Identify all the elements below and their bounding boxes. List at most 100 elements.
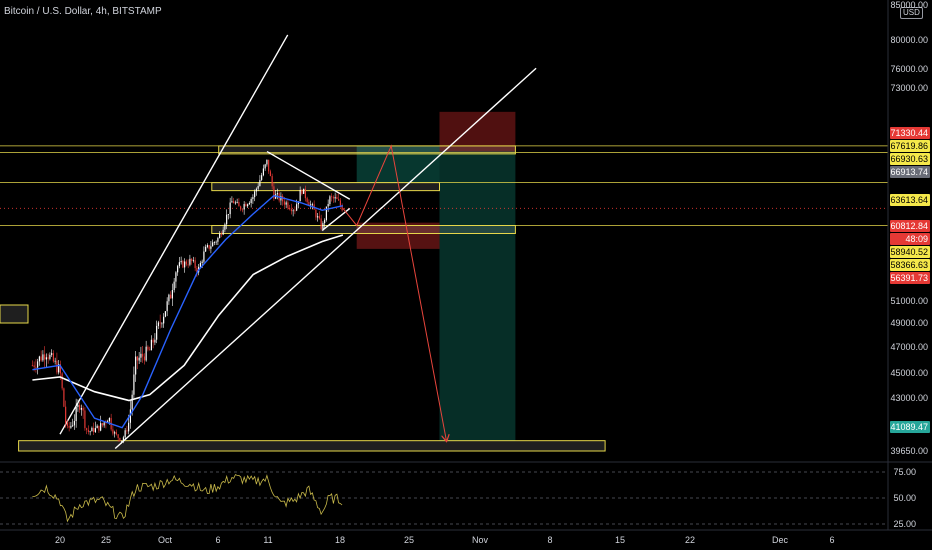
candle-body (58, 364, 60, 373)
candle-body (96, 425, 98, 429)
price-tag-label: 56391.73 (890, 273, 928, 283)
price-tag-label: 41089.47 (890, 422, 928, 432)
candle-body (79, 405, 81, 410)
candle-body (245, 204, 247, 207)
time-axis-tick: Oct (158, 535, 173, 545)
candle-body (301, 190, 303, 194)
candle-body (35, 366, 37, 368)
candle-body (138, 357, 140, 361)
candle-body (117, 434, 119, 438)
candle-body (61, 373, 63, 389)
rsi-line (32, 474, 343, 523)
candle-body (271, 176, 273, 187)
candle-body (243, 204, 245, 210)
candle-body (325, 206, 327, 220)
offscreen-zone (0, 304, 29, 324)
candle-body (182, 261, 184, 268)
candle-body (203, 251, 205, 262)
price-axis-tick: 39650.00 (890, 446, 928, 456)
time-axis-tick: 20 (55, 535, 65, 545)
price-tag (890, 246, 930, 258)
candle-body (75, 406, 77, 422)
candle-body (163, 316, 165, 324)
price-axis-tick: 43000.00 (890, 393, 928, 403)
candle-body (285, 202, 287, 205)
candle-body (234, 202, 236, 204)
trendline (321, 207, 351, 232)
support-resistance-zone (18, 440, 606, 452)
price-tag (890, 421, 930, 433)
candle-body (282, 195, 284, 202)
candle-body (192, 260, 194, 262)
candle-body (262, 168, 264, 176)
candle-body (273, 186, 275, 199)
candle-body (283, 201, 285, 205)
candle-body (338, 198, 340, 201)
price-tag-label: 58366.63 (890, 260, 928, 270)
price-tag-label: 48:09 (905, 234, 928, 244)
candle-body (241, 209, 243, 211)
candle-body (101, 423, 103, 426)
candle-body (276, 193, 278, 195)
time-axis-tick: 15 (615, 535, 625, 545)
candle-body (45, 357, 47, 360)
candle-body (82, 408, 84, 411)
candle-body (231, 201, 233, 203)
candle-body (226, 214, 228, 225)
candle-body (215, 241, 217, 243)
candle-body (238, 202, 240, 207)
candle-body (91, 427, 93, 432)
price-tag-label: 71330.44 (890, 128, 928, 138)
price-tag (890, 220, 930, 232)
candle-body (306, 198, 308, 203)
candle-body (290, 209, 292, 212)
candle-body (318, 216, 320, 219)
candle-body (51, 353, 53, 355)
rsi-pane (0, 471, 888, 525)
candle-body (329, 196, 331, 205)
candle-body (72, 425, 74, 427)
candle-body (66, 422, 68, 426)
candle-body (47, 357, 49, 359)
candle-body (269, 171, 271, 177)
candle-body (131, 394, 133, 410)
candle-body (184, 261, 186, 268)
candle-body (164, 311, 166, 317)
price-axis-tick: 47000.00 (890, 342, 928, 352)
candle-body (247, 204, 249, 207)
candle-body (147, 346, 149, 350)
candle-body (224, 224, 226, 230)
time-axis-tick: 8 (547, 535, 552, 545)
price-tag (890, 259, 930, 271)
candle-body (124, 430, 126, 438)
candle-body (317, 216, 319, 218)
time-axis-tick: 6 (829, 535, 834, 545)
time-axis-tick: 18 (335, 535, 345, 545)
candle-body (261, 175, 263, 180)
candle-body (100, 423, 102, 431)
currency-button[interactable]: USD (900, 7, 923, 19)
candle-body (185, 261, 187, 265)
candle-body (105, 422, 107, 424)
candle-body (332, 197, 334, 199)
candle-body (170, 294, 172, 299)
trendline (266, 150, 351, 200)
candle-body (205, 246, 207, 252)
candle-body (187, 264, 189, 266)
candle-body (219, 233, 221, 238)
candle-body (252, 197, 254, 200)
candle-body (280, 195, 282, 201)
candle-body (108, 418, 110, 422)
price-tag-label: 58940.52 (890, 247, 928, 257)
price-tag (890, 233, 930, 245)
candle-body (150, 339, 152, 351)
candle-body (220, 233, 222, 235)
candle-body (233, 201, 235, 204)
candle-body (336, 197, 338, 199)
support-resistance-zone (211, 225, 516, 235)
candle-body (229, 202, 231, 215)
rsi-axis-tick: 50.00 (893, 493, 916, 503)
candle-body (115, 432, 117, 435)
candle-body (259, 179, 261, 187)
